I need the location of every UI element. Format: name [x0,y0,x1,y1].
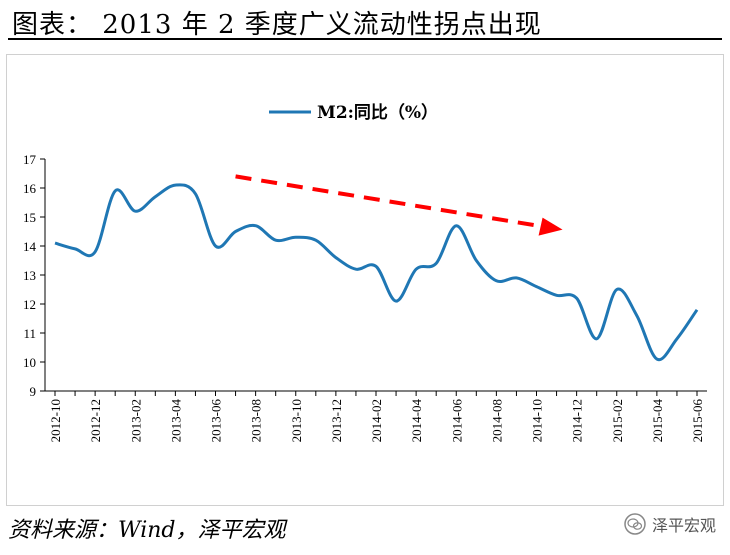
x-tick-label: 2015-04 [650,399,665,443]
source-note: 资料来源：Wind，泽平宏观 [8,518,286,543]
chart-frame: M2:同比（%） 9 10 11 12 13 14 15 16 17 2012-10 2012-12… [6,54,724,506]
x-tick-label: 2014-12 [570,399,585,442]
watermark: 泽平宏观 [624,512,716,536]
data-point [335,257,337,259]
line-chart: M2:同比（%） 9 10 11 12 13 14 15 16 17 2012-10 2012-12… [23,102,707,442]
data-point [315,239,317,241]
data-point [255,225,257,227]
x-tick-label: 2014-08 [489,399,504,442]
data-point [215,245,217,247]
x-tick-label: 2014-02 [369,399,384,442]
x-tick-label: 2013-06 [209,399,224,443]
data-point [656,358,658,360]
data-point [536,286,538,288]
y-tick-label: 14 [23,239,37,254]
x-tick-label: 2014-04 [409,399,424,443]
data-point [94,251,96,253]
x-tick-label: 2014-10 [530,399,545,442]
data-point [515,277,517,279]
m2-series-line [54,183,699,362]
data-point [636,315,638,317]
data-point [495,280,497,282]
data-point [194,193,196,195]
y-tick-label: 10 [23,355,36,370]
x-tick-label: 2013-12 [329,399,344,442]
wechat-icon [624,513,646,535]
y-tick-label: 16 [23,181,37,196]
x-tick-label: 2013-10 [289,399,304,442]
data-point [295,236,297,238]
title-divider [8,38,722,40]
watermark-text: 泽平宏观 [651,516,716,535]
trend-arrow [235,174,547,230]
chart-legend: M2:同比（%） [269,102,438,123]
chart-plot [54,174,699,362]
x-tick-label: 2013-08 [249,399,264,442]
x-tick-label: 2014-06 [449,399,464,443]
x-tick-label: 2015-02 [610,399,625,442]
data-point [475,260,477,262]
y-tick-label: 17 [23,152,37,167]
data-point [54,242,56,244]
trend-arrow-head [538,217,563,236]
y-tick-label: 11 [23,326,36,341]
data-point [696,309,698,311]
chart-axes: 9 10 11 12 13 14 15 16 17 2012-10 2012-12 2013-02 20… [23,152,707,442]
y-tick-label: 13 [23,268,36,283]
data-point [435,262,437,264]
data-point [355,268,357,270]
x-tick-label: 2012-12 [88,399,103,442]
x-tick-label: 2012-10 [48,399,63,442]
data-point [596,338,598,340]
data-point [395,300,397,302]
data-point [375,265,377,267]
data-point [455,225,457,227]
data-point [616,289,618,291]
data-point [174,184,176,186]
data-point [415,268,417,270]
legend-label: M2:同比（%） [317,102,438,123]
data-point [576,297,578,299]
data-point [235,231,237,233]
y-tick-label: 9 [30,384,37,399]
data-point [676,338,678,340]
data-point [114,190,116,192]
x-tick-label: 2013-04 [168,399,183,443]
data-point [134,210,136,212]
data-point [154,196,156,198]
x-tick-label: 2013-02 [128,399,143,442]
page-title: 图表： 2013 年 2 季度广义流动性拐点出现 [12,10,542,40]
data-point [74,248,76,250]
data-point [275,239,277,241]
y-tick-label: 12 [23,297,36,312]
y-tick-label: 15 [23,210,36,225]
data-point [556,294,558,296]
x-tick-label: 2015-06 [690,399,705,443]
